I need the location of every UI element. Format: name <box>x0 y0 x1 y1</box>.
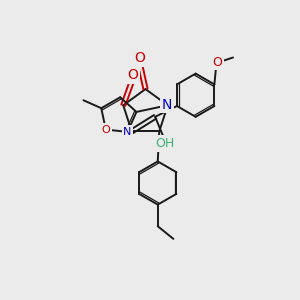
Text: O: O <box>101 124 110 135</box>
Text: O: O <box>134 51 145 65</box>
Text: N: N <box>162 98 172 112</box>
Text: O: O <box>128 68 139 82</box>
Text: N: N <box>123 127 132 137</box>
Text: OH: OH <box>155 137 175 150</box>
Text: O: O <box>212 56 222 69</box>
